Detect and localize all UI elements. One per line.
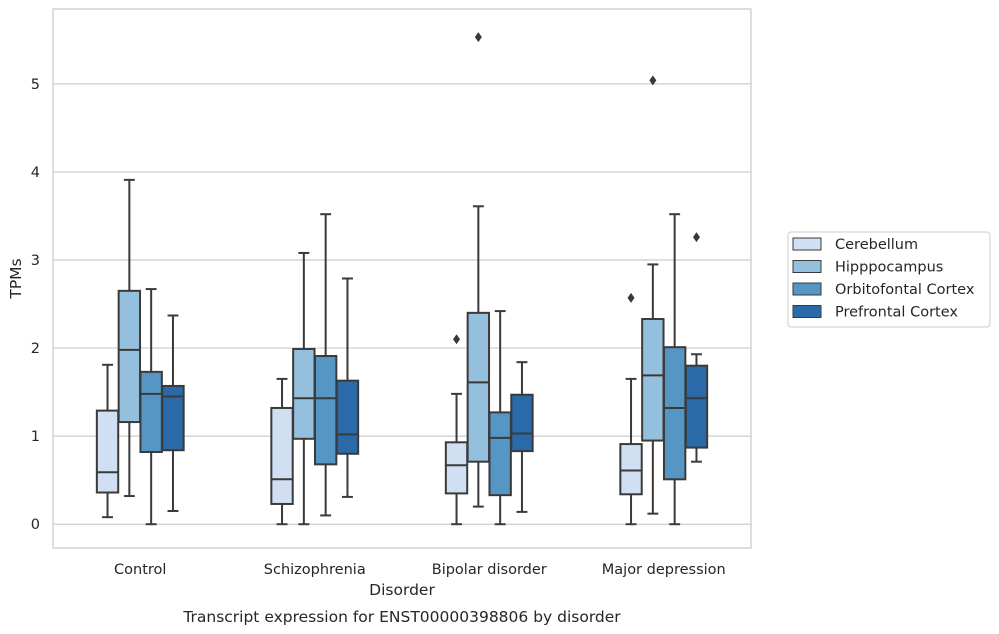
legend-entry: Hipppocampus (792, 260, 943, 276)
x-tick-label: Control (114, 562, 166, 578)
legend-entry: Cerebellum (792, 237, 918, 253)
outlier-marker (692, 232, 700, 243)
outlier-marker (474, 32, 482, 43)
y-tick-label: 0 (31, 517, 40, 533)
legend-label: Cerebellum (835, 237, 918, 253)
box-group (139, 288, 163, 526)
x-tick-label: Major depression (602, 562, 726, 578)
box (619, 443, 643, 496)
box (641, 318, 665, 442)
legend-label: Prefrontal Cortex (835, 305, 958, 321)
box-group (161, 314, 185, 513)
y-axis-label: TPMs (7, 258, 25, 299)
x-tick-label: Schizophrenia (264, 562, 366, 578)
legend-swatch (792, 237, 822, 251)
outlier-marker (649, 75, 657, 86)
box (488, 411, 512, 497)
box-group (619, 292, 643, 526)
box-group (641, 75, 665, 515)
outlier-marker (627, 292, 635, 303)
box (270, 406, 294, 505)
legend-entry: Prefrontal Cortex (792, 305, 958, 321)
y-tick-label: 3 (31, 253, 40, 269)
legend: Cerebellum Hipppocampus Orbitofontal Corte… (787, 231, 991, 328)
box (117, 289, 142, 424)
box-group (313, 213, 338, 517)
outlier-marker (453, 334, 461, 345)
legend-swatch (792, 282, 822, 296)
box-group (466, 32, 491, 508)
box-group (335, 277, 360, 498)
legend-swatch (792, 305, 822, 318)
gridlines (53, 83, 751, 525)
y-tick-labels: 0 1 2 3 4 5 (31, 77, 40, 533)
chart-caption: Transcript expression for ENST0000039880… (182, 608, 621, 626)
box-group (662, 213, 687, 526)
y-tick-label: 1 (31, 429, 40, 445)
box-group (117, 178, 142, 498)
box (95, 409, 120, 494)
legend-label: Orbitofontal Cortex (835, 282, 975, 298)
box (510, 393, 534, 453)
x-tick-label: Bipolar disorder (432, 562, 547, 578)
box-group (444, 334, 469, 526)
box (466, 311, 491, 463)
box (139, 370, 163, 454)
legend-entry: Orbitofontal Cortex (792, 282, 975, 298)
box (292, 347, 316, 440)
y-tick-label: 2 (31, 341, 40, 357)
box (313, 355, 338, 466)
x-tick-labels: Control Schizophrenia Bipolar disorder Majo… (114, 562, 726, 578)
box-group (292, 251, 316, 526)
box (335, 379, 360, 455)
box-series (95, 32, 709, 526)
y-tick-label: 4 (31, 165, 40, 181)
legend-swatch (792, 260, 822, 273)
box (662, 346, 687, 481)
box (684, 364, 709, 449)
box-group (488, 310, 512, 526)
box-group (270, 377, 294, 526)
legend-frame (787, 231, 991, 328)
box-group (510, 361, 534, 513)
plot-frame (52, 8, 752, 549)
box (444, 441, 469, 495)
legend-label: Hipppocampus (835, 260, 943, 276)
box (161, 384, 185, 452)
x-axis-label: Disorder (369, 581, 435, 599)
box-group (95, 363, 120, 519)
box-group (684, 232, 709, 463)
y-tick-label: 5 (31, 77, 40, 93)
